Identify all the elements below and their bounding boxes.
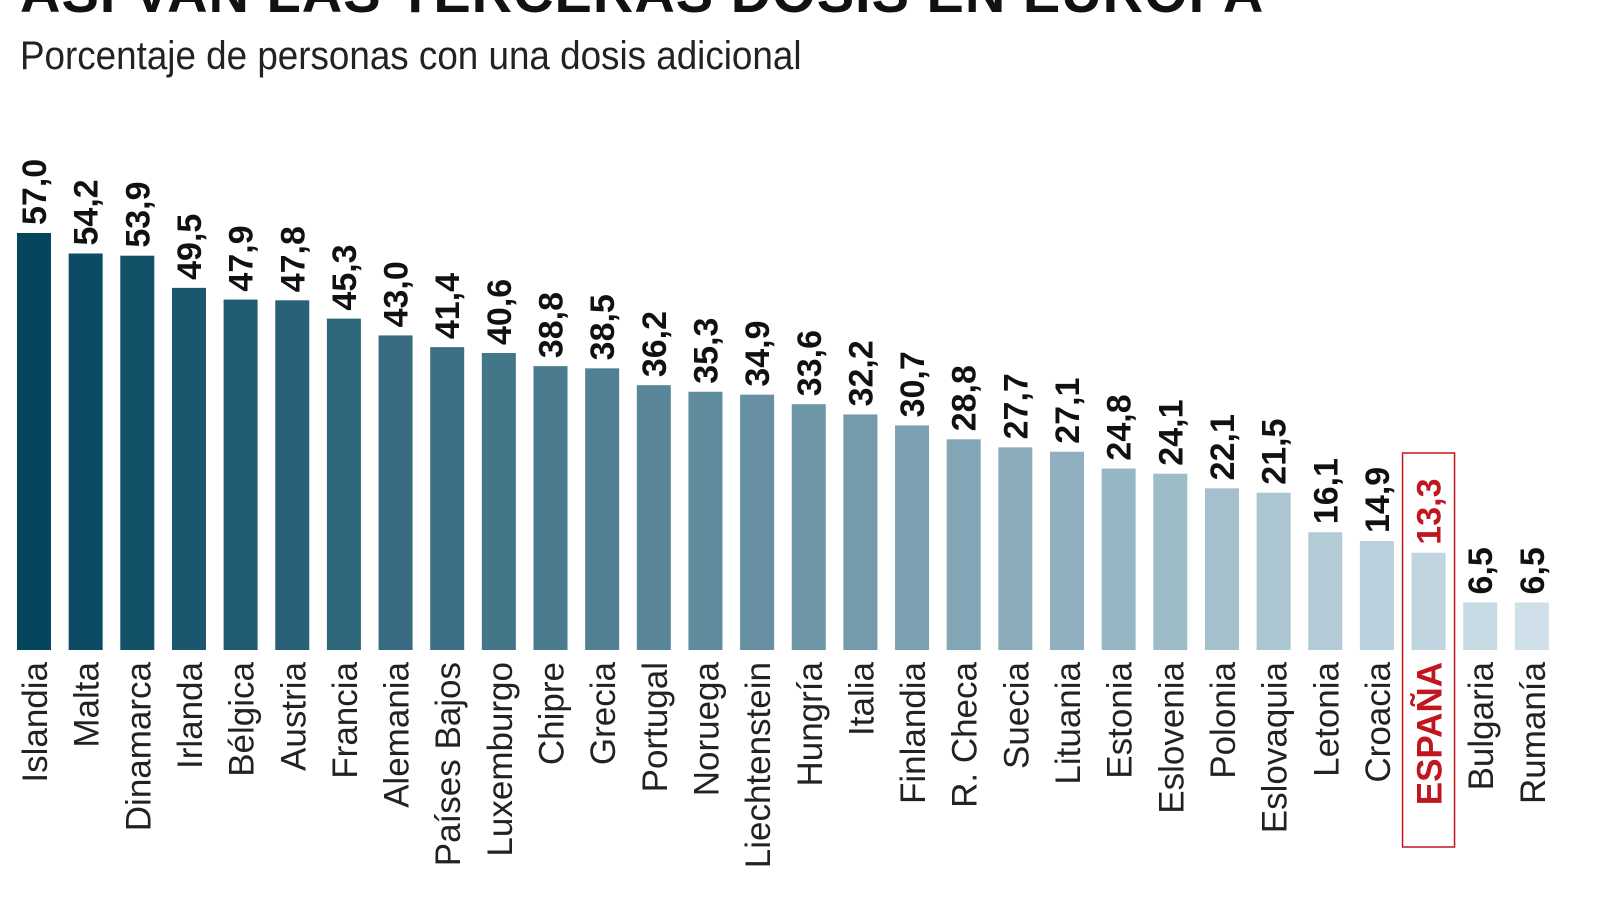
bar-Luxemburgo <box>481 352 516 650</box>
value-label: 57,0 <box>16 159 54 225</box>
category-label: Letonia <box>1307 661 1346 776</box>
value-label: 24,1 <box>1152 400 1190 466</box>
bar-Eslovenia <box>1153 473 1188 650</box>
category-label: Portugal <box>636 662 675 792</box>
category-label: Finlandia <box>894 661 933 804</box>
bar-Grecia <box>585 368 620 650</box>
value-label: 16,1 <box>1307 458 1345 524</box>
chart-subtitle: Porcentaje de personas con una dosis adi… <box>20 34 802 78</box>
value-label: 53,9 <box>119 181 157 247</box>
value-label: 34,9 <box>739 320 777 386</box>
value-label: 22,1 <box>1204 414 1242 480</box>
category-label: Suecia <box>997 661 1036 769</box>
bar-Islandia <box>17 233 51 650</box>
bar-Italia <box>843 414 878 650</box>
value-label: 27,7 <box>997 373 1035 439</box>
bar-Polonia <box>1204 488 1239 650</box>
bar-Estonia <box>1101 468 1136 650</box>
value-label: 45,3 <box>326 244 364 310</box>
bar-Finlandia <box>895 425 930 650</box>
bar-Bélgica <box>223 299 258 650</box>
value-label: 27,1 <box>1049 378 1087 444</box>
bar-Austria <box>275 300 310 650</box>
bar-R. Checa <box>946 439 981 650</box>
category-label: Países Bajos <box>429 662 468 866</box>
value-label: 21,5 <box>1256 419 1294 485</box>
category-label: Polonia <box>1204 661 1243 778</box>
bar-Lituania <box>1050 451 1084 650</box>
value-label: 38,8 <box>533 292 571 358</box>
bar-ESPAÑA <box>1411 552 1446 650</box>
bar-Alemania <box>378 335 413 650</box>
bar-Irlanda <box>171 287 206 650</box>
value-label: 47,9 <box>223 225 261 291</box>
category-label: Croacia <box>1359 661 1398 782</box>
category-label: Estonia <box>1101 661 1140 778</box>
category-label: Malta <box>68 661 107 747</box>
value-label: 54,2 <box>68 179 106 245</box>
value-label: 24,8 <box>1101 394 1139 460</box>
bar-Letonia <box>1308 532 1343 650</box>
category-label: Dinamarca <box>119 661 158 831</box>
bar-Chipre <box>533 366 568 650</box>
bar-Dinamarca <box>120 255 155 650</box>
value-label: 43,0 <box>378 261 416 327</box>
category-label: Hungría <box>791 661 830 786</box>
value-label: 30,7 <box>894 351 932 417</box>
category-label: Francia <box>326 661 365 778</box>
category-label: Eslovaquia <box>1256 661 1295 833</box>
category-label: Bulgaria <box>1462 661 1501 790</box>
value-label: 28,8 <box>946 365 984 431</box>
bar-Rumanía <box>1514 602 1549 650</box>
category-label: Luxemburgo <box>481 662 520 857</box>
category-label: ESPAÑA <box>1411 662 1450 805</box>
bar-Liechtenstein <box>740 394 775 650</box>
category-label: Lituania <box>1049 661 1088 784</box>
category-label: Grecia <box>584 661 623 765</box>
value-label: 32,2 <box>842 340 880 406</box>
bar-Francia <box>326 318 361 650</box>
value-label: 14,9 <box>1359 467 1397 533</box>
value-label: 36,2 <box>636 311 674 377</box>
value-label: 47,8 <box>274 226 312 292</box>
category-label: Rumanía <box>1514 661 1553 804</box>
bar-Bulgaria <box>1463 602 1498 650</box>
category-label: Liechtenstein <box>739 662 778 868</box>
bar-Noruega <box>688 391 723 650</box>
bar-Eslovaquia <box>1256 492 1291 650</box>
value-label: 13,3 <box>1411 479 1449 545</box>
category-label: Italia <box>842 661 881 735</box>
bar-Croacia <box>1359 540 1394 650</box>
category-label: Irlanda <box>171 661 210 769</box>
value-label: 35,3 <box>687 318 725 384</box>
bar-Países Bajos <box>430 347 465 650</box>
value-label: 6,5 <box>1462 547 1500 594</box>
value-label: 33,6 <box>791 330 829 396</box>
bar-Portugal <box>636 385 671 650</box>
value-label: 6,5 <box>1514 547 1552 594</box>
bar-Malta <box>68 253 103 651</box>
bar-Hungría <box>791 404 826 650</box>
chart-title: ASÍ VAN LAS TERCERAS DOSIS EN EUROPA <box>20 0 1264 25</box>
value-label: 49,5 <box>171 214 209 280</box>
category-label: Austria <box>274 661 313 770</box>
value-label: 38,5 <box>584 294 622 360</box>
category-label: Bélgica <box>223 661 262 776</box>
category-label: Chipre <box>533 662 572 765</box>
category-label: R. Checa <box>946 661 985 807</box>
category-label: Islandia <box>16 661 55 782</box>
bar-Suecia <box>998 447 1033 650</box>
category-label: Noruega <box>687 661 726 796</box>
value-label: 40,6 <box>481 279 519 345</box>
value-label: 41,4 <box>429 273 467 339</box>
category-label: Eslovenia <box>1152 661 1191 813</box>
category-label: Alemania <box>378 661 417 807</box>
highlight-box <box>1401 452 1456 848</box>
